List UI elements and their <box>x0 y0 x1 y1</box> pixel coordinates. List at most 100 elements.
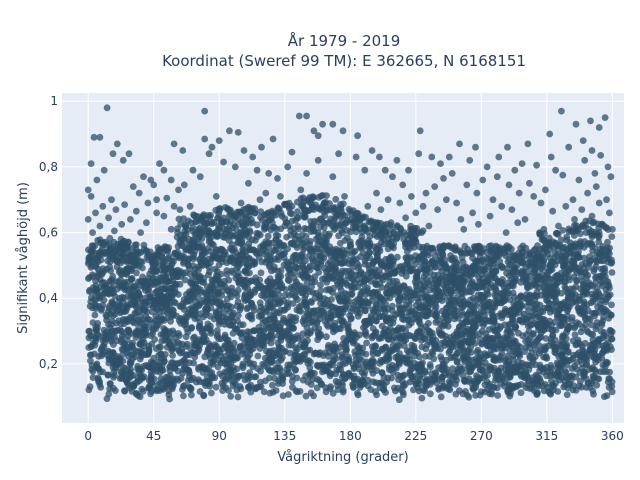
scatter-point <box>345 353 352 361</box>
scatter-point <box>467 282 474 290</box>
scatter-point <box>359 243 367 251</box>
scatter-point <box>379 303 387 311</box>
scatter-point <box>448 255 456 263</box>
scatter-point <box>177 220 185 228</box>
scatter-point <box>577 268 585 276</box>
scatter-point <box>417 360 425 368</box>
scatter-point <box>128 275 136 282</box>
scatter-point <box>410 244 418 251</box>
scatter-point <box>104 371 112 379</box>
scatter-point <box>444 323 452 330</box>
scatter-point <box>244 383 252 391</box>
scatter-point <box>176 302 184 310</box>
scatter-point <box>363 339 370 347</box>
scatter-point <box>227 393 235 400</box>
scatter-point <box>292 258 300 266</box>
scatter-point <box>269 303 276 310</box>
scatter-point <box>287 227 295 234</box>
scatter-point <box>317 192 325 200</box>
scatter-point <box>399 372 407 380</box>
scatter-point <box>109 284 117 292</box>
scatter-point <box>567 265 575 272</box>
scatter-point <box>394 371 402 379</box>
scatter-point <box>271 375 279 382</box>
scatter-point <box>336 239 344 247</box>
scatter-point <box>191 230 199 238</box>
scatter-point <box>217 301 225 308</box>
scatter-point <box>418 336 425 344</box>
scatter-point <box>307 358 314 366</box>
scatter-point <box>313 384 321 392</box>
scatter-point <box>563 361 571 369</box>
scatter-point <box>202 311 210 319</box>
scatter-point <box>549 332 557 339</box>
scatter-point <box>475 264 482 272</box>
scatter-point <box>539 382 546 390</box>
scatter-point <box>170 364 178 372</box>
scatter-point <box>549 287 557 294</box>
scatter-point <box>595 238 603 246</box>
scatter-point <box>275 380 282 387</box>
scatter-point <box>183 325 191 332</box>
scatter-point <box>239 360 247 368</box>
scatter-point <box>347 269 355 277</box>
scatter-point <box>240 255 248 263</box>
scatter-point <box>335 305 342 313</box>
scatter-point <box>281 347 289 355</box>
scatter-point <box>365 249 373 257</box>
scatter-point <box>427 363 434 371</box>
scatter-point <box>587 321 595 329</box>
scatter-point <box>108 289 116 296</box>
scatter-point <box>338 373 346 381</box>
scatter-point <box>473 372 480 379</box>
scatter-point <box>173 273 181 281</box>
scatter-point <box>458 254 466 262</box>
scatter-point <box>373 367 381 374</box>
scatter-point <box>265 366 273 374</box>
scatter-point <box>562 335 570 343</box>
scatter-point <box>439 360 447 368</box>
scatter-point <box>285 336 292 344</box>
scatter-point <box>378 379 385 387</box>
scatter-point <box>462 328 470 335</box>
scatter-point <box>153 387 161 395</box>
scatter-point <box>331 252 339 259</box>
scatter-point <box>219 387 227 394</box>
scatter-point <box>394 253 401 261</box>
scatter-point <box>414 295 421 302</box>
scatter-point <box>577 377 584 385</box>
scatter-point <box>236 344 244 352</box>
scatter-point <box>155 343 163 351</box>
scatter-point <box>522 272 530 280</box>
scatter-point <box>307 275 315 282</box>
scatter-point <box>600 257 607 265</box>
scatter-point <box>308 283 315 290</box>
scatter-point <box>550 293 558 300</box>
scatter-point <box>598 265 605 273</box>
scatter-point <box>297 254 305 262</box>
scatter-point <box>104 257 111 265</box>
scatter-point <box>124 258 131 266</box>
scatter-point <box>326 230 333 238</box>
scatter-point <box>368 363 375 370</box>
scatter-point <box>259 315 266 322</box>
scatter-point <box>517 278 525 286</box>
scatter-point <box>217 270 225 278</box>
scatter-point <box>339 388 347 396</box>
scatter-point <box>557 301 564 309</box>
scatter-point <box>217 216 225 224</box>
scatter-point <box>356 310 364 317</box>
scatter-point <box>96 249 103 257</box>
scatter-point <box>570 382 578 390</box>
scatter-point <box>347 241 354 248</box>
scatter-point <box>177 268 185 275</box>
scatter-point <box>111 310 119 318</box>
scatter-point <box>533 313 541 321</box>
scatter-point <box>236 280 243 288</box>
scatter-point <box>465 393 473 401</box>
scatter-point <box>502 252 509 260</box>
scatter-point <box>265 350 273 357</box>
scatter-point <box>87 247 95 255</box>
scatter-point <box>330 284 337 292</box>
scatter-point <box>164 278 172 286</box>
